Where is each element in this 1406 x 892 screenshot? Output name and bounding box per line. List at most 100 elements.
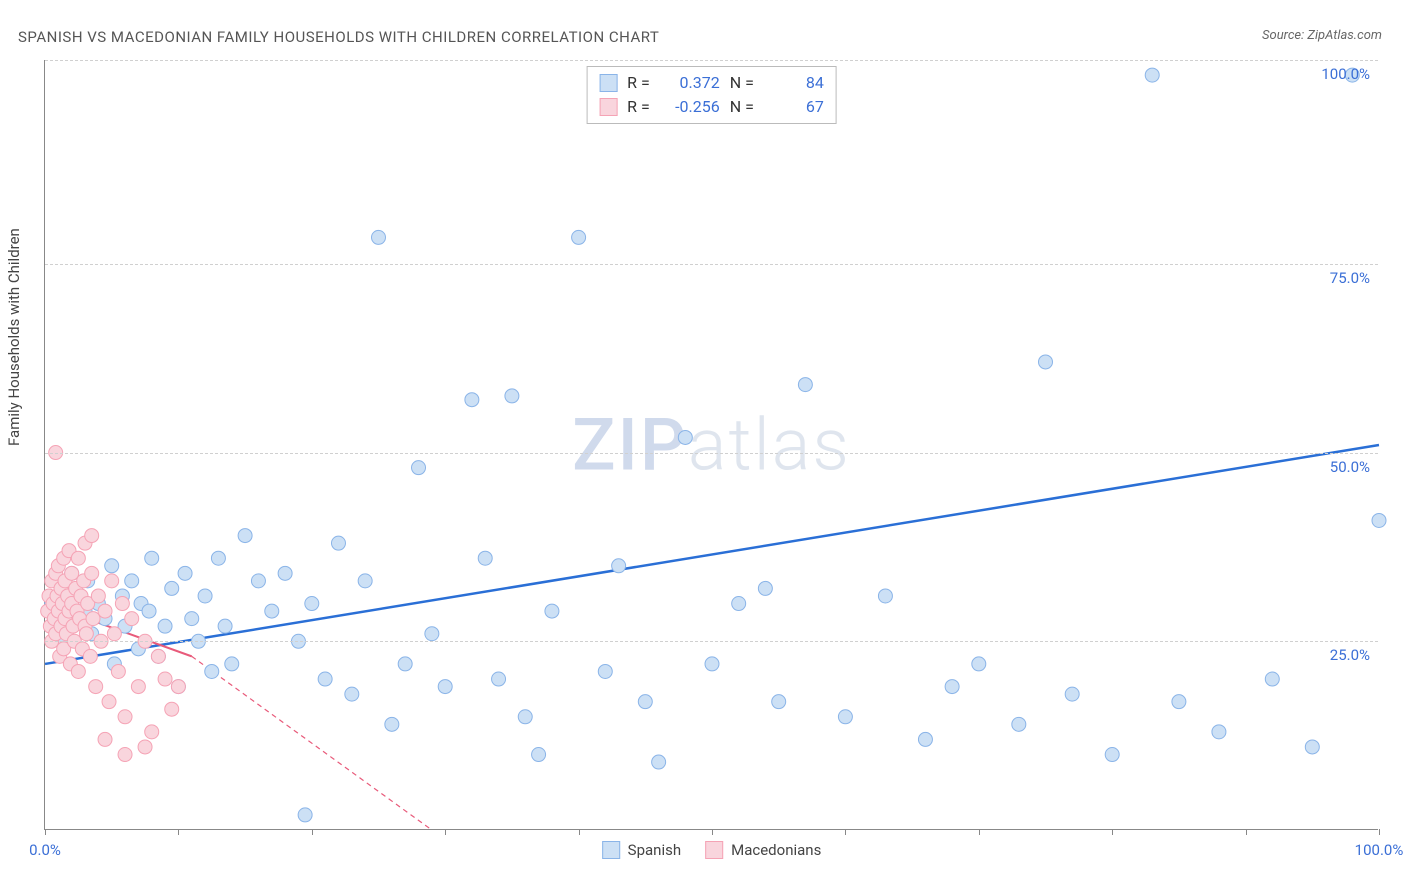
scatter-point-spanish — [1145, 68, 1159, 82]
scatter-point-spanish — [1065, 687, 1079, 701]
scatter-point-spanish — [492, 672, 506, 686]
trendline-spanish — [45, 445, 1379, 664]
scatter-point-spanish — [545, 604, 559, 618]
scatter-point-spanish — [652, 755, 666, 769]
scatter-point-spanish — [385, 717, 399, 731]
scatter-plot-area: ZIPatlas R = 0.372 N = 84 R = -0.256 N =… — [44, 60, 1378, 830]
x-tick — [1112, 829, 1113, 835]
scatter-point-spanish — [438, 680, 452, 694]
scatter-point-macedonians — [125, 612, 139, 626]
scatter-point-macedonians — [171, 680, 185, 694]
scatter-point-macedonians — [71, 664, 85, 678]
scatter-point-spanish — [298, 808, 312, 822]
scatter-point-spanish — [638, 695, 652, 709]
scatter-point-macedonians — [138, 740, 152, 754]
scatter-point-macedonians — [111, 664, 125, 678]
scatter-point-spanish — [238, 529, 252, 543]
n-value-spanish: 84 — [764, 71, 824, 95]
scatter-point-spanish — [185, 612, 199, 626]
n-value-macedonians: 67 — [764, 95, 824, 119]
scatter-point-spanish — [518, 710, 532, 724]
legend-swatch-macedonians — [705, 841, 723, 859]
scatter-point-spanish — [225, 657, 239, 671]
source-attribution: Source: ZipAtlas.com — [1262, 28, 1382, 43]
scatter-point-spanish — [758, 581, 772, 595]
legend-item-macedonians: Macedonians — [705, 841, 821, 859]
scatter-point-macedonians — [102, 695, 116, 709]
scatter-point-spanish — [211, 551, 225, 565]
scatter-point-macedonians — [105, 574, 119, 588]
scatter-point-spanish — [142, 604, 156, 618]
scatter-point-spanish — [265, 604, 279, 618]
scatter-point-spanish — [398, 657, 412, 671]
scatter-point-macedonians — [91, 589, 105, 603]
y-tick-label: 100.0% — [1321, 65, 1370, 83]
swatch-macedonians — [599, 98, 617, 116]
scatter-point-macedonians — [86, 612, 100, 626]
scatter-point-spanish — [158, 619, 172, 633]
gridline-h — [45, 60, 1378, 61]
scatter-point-spanish — [218, 619, 232, 633]
scatter-point-macedonians — [98, 732, 112, 746]
trendline-macedonians-dash — [192, 656, 432, 830]
plot-svg — [45, 60, 1378, 829]
scatter-point-macedonians — [118, 710, 132, 724]
x-tick — [712, 829, 713, 835]
scatter-point-spanish — [918, 732, 932, 746]
r-value-spanish: 0.372 — [660, 71, 720, 95]
scatter-point-macedonians — [158, 672, 172, 686]
scatter-point-macedonians — [145, 725, 159, 739]
swatch-spanish — [599, 74, 617, 92]
scatter-point-spanish — [318, 672, 332, 686]
legend-swatch-spanish — [602, 841, 620, 859]
scatter-point-spanish — [705, 657, 719, 671]
x-tick — [312, 829, 313, 835]
scatter-point-spanish — [798, 378, 812, 392]
scatter-point-spanish — [105, 559, 119, 573]
scatter-point-spanish — [125, 574, 139, 588]
scatter-point-spanish — [205, 664, 219, 678]
scatter-point-spanish — [345, 687, 359, 701]
n-label: N = — [730, 95, 754, 119]
scatter-point-spanish — [945, 680, 959, 694]
scatter-point-spanish — [678, 430, 692, 444]
x-tick — [845, 829, 846, 835]
scatter-point-spanish — [1372, 513, 1386, 527]
scatter-point-macedonians — [151, 649, 165, 663]
y-tick-label: 75.0% — [1330, 269, 1370, 287]
r-label: R = — [627, 71, 650, 95]
stats-row-macedonians: R = -0.256 N = 67 — [599, 95, 824, 119]
n-label: N = — [730, 71, 754, 95]
x-tick — [445, 829, 446, 835]
scatter-point-macedonians — [165, 702, 179, 716]
scatter-point-spanish — [532, 748, 546, 762]
scatter-point-spanish — [372, 230, 386, 244]
x-tick-label: 0.0% — [29, 841, 61, 859]
scatter-point-macedonians — [79, 627, 93, 641]
scatter-point-spanish — [1012, 717, 1026, 731]
scatter-point-macedonians — [107, 627, 121, 641]
scatter-point-spanish — [425, 627, 439, 641]
scatter-point-spanish — [1305, 740, 1319, 754]
scatter-point-spanish — [165, 581, 179, 595]
x-tick — [1246, 829, 1247, 835]
scatter-point-macedonians — [65, 566, 79, 580]
y-tick-label: 50.0% — [1330, 458, 1370, 476]
scatter-point-macedonians — [71, 551, 85, 565]
scatter-point-spanish — [838, 710, 852, 724]
scatter-point-macedonians — [85, 529, 99, 543]
scatter-point-spanish — [1172, 695, 1186, 709]
r-label: R = — [627, 95, 650, 119]
scatter-point-spanish — [331, 536, 345, 550]
y-axis-title: Family Households with Children — [5, 228, 23, 446]
correlation-stats-box: R = 0.372 N = 84 R = -0.256 N = 67 — [586, 66, 837, 124]
x-tick — [178, 829, 179, 835]
x-tick-label: 100.0% — [1355, 841, 1404, 859]
legend-label-spanish: Spanish — [628, 841, 681, 859]
scatter-point-spanish — [251, 574, 265, 588]
scatter-point-macedonians — [85, 566, 99, 580]
chart-title: SPANISH VS MACEDONIAN FAMILY HOUSEHOLDS … — [18, 28, 659, 46]
scatter-point-spanish — [612, 559, 626, 573]
scatter-point-macedonians — [118, 748, 132, 762]
series-legend: Spanish Macedonians — [602, 841, 822, 859]
